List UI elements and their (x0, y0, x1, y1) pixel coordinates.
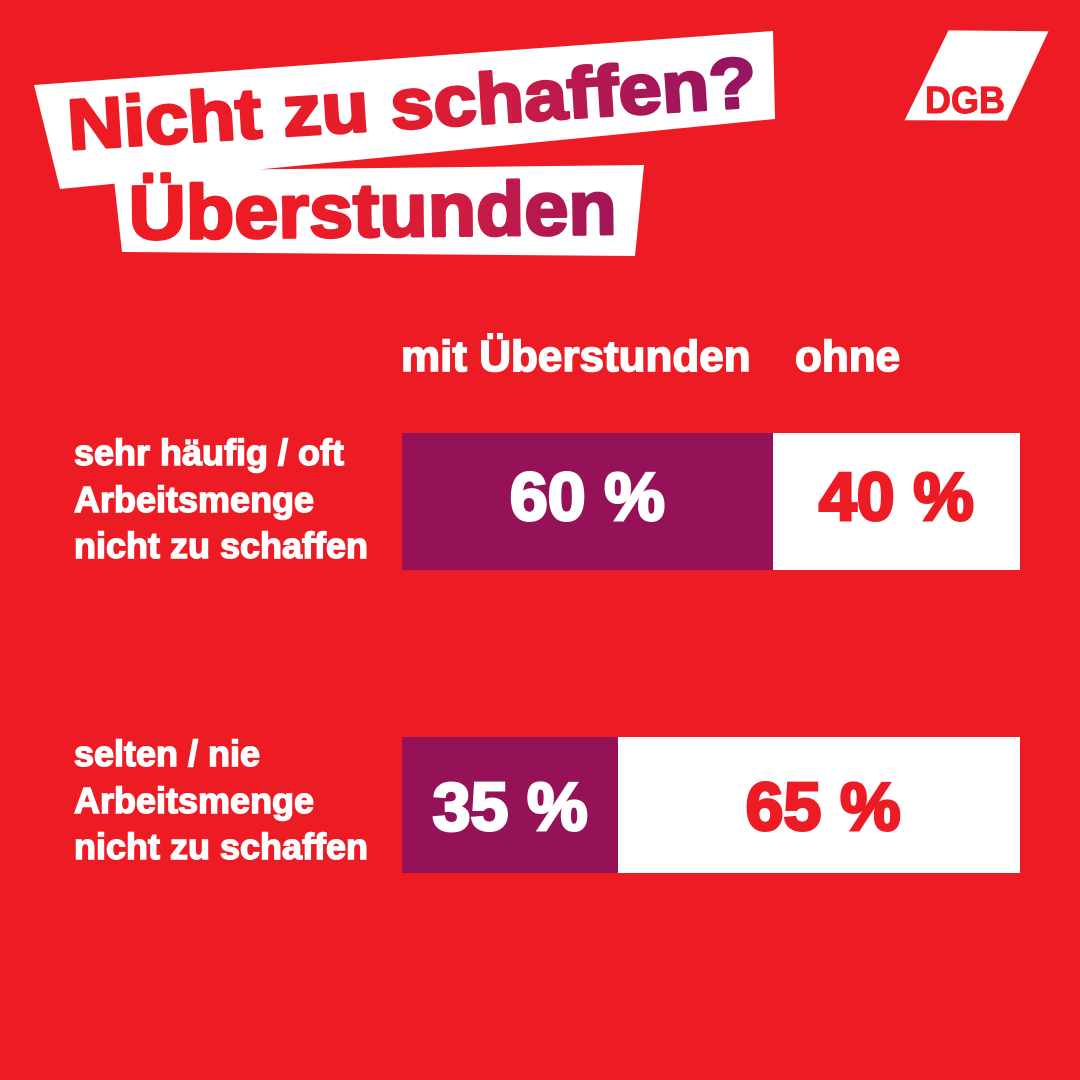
svg-text:Überstunden: Überstunden (128, 166, 617, 256)
svg-text:DGB: DGB (925, 80, 1005, 122)
